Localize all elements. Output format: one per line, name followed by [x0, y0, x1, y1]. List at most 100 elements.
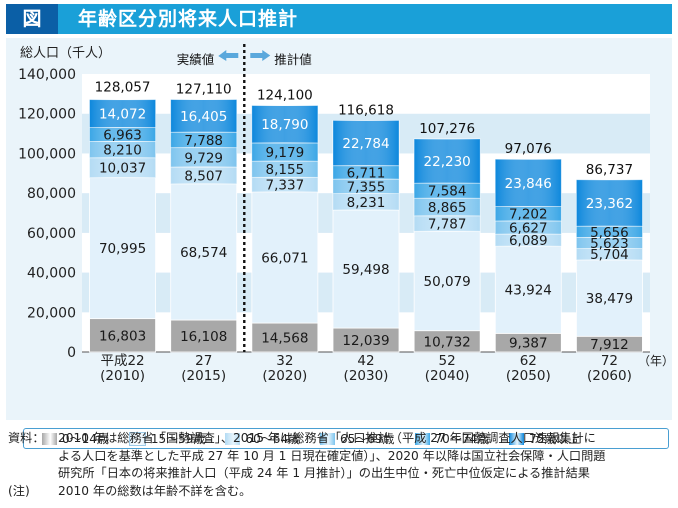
chart-panel: 0 20,000 40,000 60,000 80,000 100,000 120,000 1… [6, 38, 672, 449]
bar-segment-15-59 [251, 191, 319, 324]
data-label: 70,995 [99, 241, 146, 257]
bar-segment-0-14 [251, 322, 319, 353]
data-label: 18,790 [261, 117, 308, 133]
data-label: 14,072 [99, 107, 146, 123]
data-label: 6,089 [509, 233, 548, 249]
projected-annotation: 推計値 [274, 52, 312, 67]
total-label: 86,737 [586, 162, 633, 178]
data-label: 23,846 [505, 176, 552, 192]
data-label: 22,784 [342, 136, 389, 152]
bar-segment-shade [333, 120, 399, 166]
data-label: 8,865 [428, 200, 467, 216]
data-label: 7,337 [266, 178, 305, 194]
legend-label: 60～64歳 [245, 432, 300, 446]
note-line: よる人口を基準とした平成 27 年 10 月 1 日現在確定値）」、2020 年… [8, 448, 674, 466]
bar-segment-shade [89, 99, 156, 128]
note-prefix [8, 448, 58, 466]
data-label: 16,108 [180, 329, 227, 345]
bar-segment-0-14 [170, 319, 238, 353]
data-label: 5,656 [590, 225, 629, 241]
bar-segment-shade [89, 141, 156, 158]
y-tick-label: 120,000 [18, 107, 76, 123]
legend-item-65-69: 65～69歳 [320, 430, 395, 447]
note-line: 研究所「日本の将来推計人口（平成 24 年 1 月推計）」の出生中位・死亡中位仮… [8, 465, 674, 483]
x-tick-label-year: (2040) [425, 368, 470, 384]
legend-label: 15～59歳 [150, 432, 206, 446]
data-label: 6,711 [347, 165, 386, 181]
bar-segment-shade [576, 237, 643, 249]
bar-segment-0-14 [89, 318, 156, 353]
data-label: 16,405 [180, 109, 227, 125]
bar-segment-shade [576, 226, 643, 238]
data-label: 5,623 [590, 236, 629, 252]
data-label: 22,230 [424, 154, 471, 170]
y-tick-label: 20,000 [27, 305, 76, 321]
total-label: 127,110 [176, 82, 232, 98]
bar-segment-shade [89, 127, 156, 142]
legend-item-75+: 75歳以上 [509, 430, 580, 447]
x-tick-label: 平成22 [100, 353, 144, 369]
data-label: 43,924 [505, 283, 552, 299]
x-tick-label: 27 [195, 353, 212, 369]
y-tick-label: 60,000 [27, 226, 76, 242]
y-tick-label: 80,000 [27, 186, 76, 202]
bar-segment-shade [495, 234, 562, 247]
bar-segment-15-59 [494, 245, 562, 334]
data-label: 14,568 [261, 331, 308, 347]
total-label: 128,057 [95, 80, 151, 96]
note-line: (注) 2010 年の総数は年齢不詳を含む。 [8, 483, 674, 501]
legend-item-60-64: 60～64歳 [225, 430, 300, 447]
bar-segment-shade [495, 159, 562, 207]
x-tick-label: 62 [520, 353, 537, 369]
x-tick-label-year: (2010) [100, 368, 145, 384]
note-text: 2010 年の総数は年齢不詳を含む。 [58, 483, 252, 498]
data-label: 10,732 [424, 334, 471, 350]
bar-segment-15-59 [89, 177, 156, 320]
data-label: 8,155 [266, 162, 305, 178]
total-label: 116,618 [338, 102, 394, 118]
data-label: 7,202 [509, 207, 548, 223]
x-tick-label-year: (2020) [262, 368, 307, 384]
x-tick-label: 42 [357, 353, 374, 369]
bar-segment-15-59 [576, 259, 643, 337]
stacked-bar-chart: 0 20,000 40,000 60,000 80,000 100,000 120,000 1… [18, 44, 672, 384]
figure-label: 図 [6, 4, 58, 34]
x-tick-label-year: (2015) [181, 368, 226, 384]
x-tick-label: 32 [276, 353, 293, 369]
data-label: 12,039 [342, 333, 389, 349]
bar-segment-shade [251, 161, 318, 178]
legend-item-0-14: 0～14歳 [42, 430, 109, 447]
bar-segment-shade [170, 166, 237, 184]
y-axis-label: 総人口（千人） [20, 46, 111, 61]
data-label: 7,787 [428, 217, 467, 233]
note-prefix: 資料： [8, 431, 45, 445]
y-tick-label: 40,000 [27, 266, 76, 282]
data-label: 23,362 [586, 196, 633, 212]
bar-segment-shade [495, 206, 562, 221]
data-label: 7,912 [590, 337, 629, 353]
figure-title: 年齢区分別将来人口推計 [78, 8, 299, 30]
note-prefix: (注) [8, 483, 30, 498]
chart-legend: 0～14歳 15～59歳 60～64歳 65～69歳 70～74歳 75歳以上 [23, 428, 669, 449]
data-label: 50,079 [424, 274, 471, 290]
note-text: 研究所「日本の将来推計人口（平成 24 年 1 月推計）」の出生中位・死亡中位仮… [58, 466, 590, 480]
bar-segment-shade [576, 248, 643, 260]
bar-segment-shade [333, 193, 399, 210]
data-label: 6,627 [509, 220, 548, 236]
data-label: 68,574 [180, 245, 227, 261]
bar-segment-shade [170, 132, 237, 148]
bar-segment-shade [89, 157, 156, 178]
data-label: 7,355 [347, 179, 386, 195]
note-prefix [8, 465, 58, 483]
bar-segment-shade [576, 179, 643, 227]
left-arrow-icon [218, 50, 239, 61]
x-tick-label: 52 [439, 353, 456, 369]
bar-segment-shade [251, 105, 318, 143]
total-label: 97,076 [505, 141, 552, 157]
bar-segment-shade [333, 178, 399, 194]
bar-segment-shade [414, 198, 481, 216]
data-label: 8,507 [184, 168, 223, 184]
source-notes: 資料： 2010 年は総務省「国勢調査」、2015 年は総務省「人口推計（平成 2… [8, 430, 674, 500]
data-label: 5,704 [590, 247, 629, 263]
bar-segment-shade [170, 147, 237, 167]
